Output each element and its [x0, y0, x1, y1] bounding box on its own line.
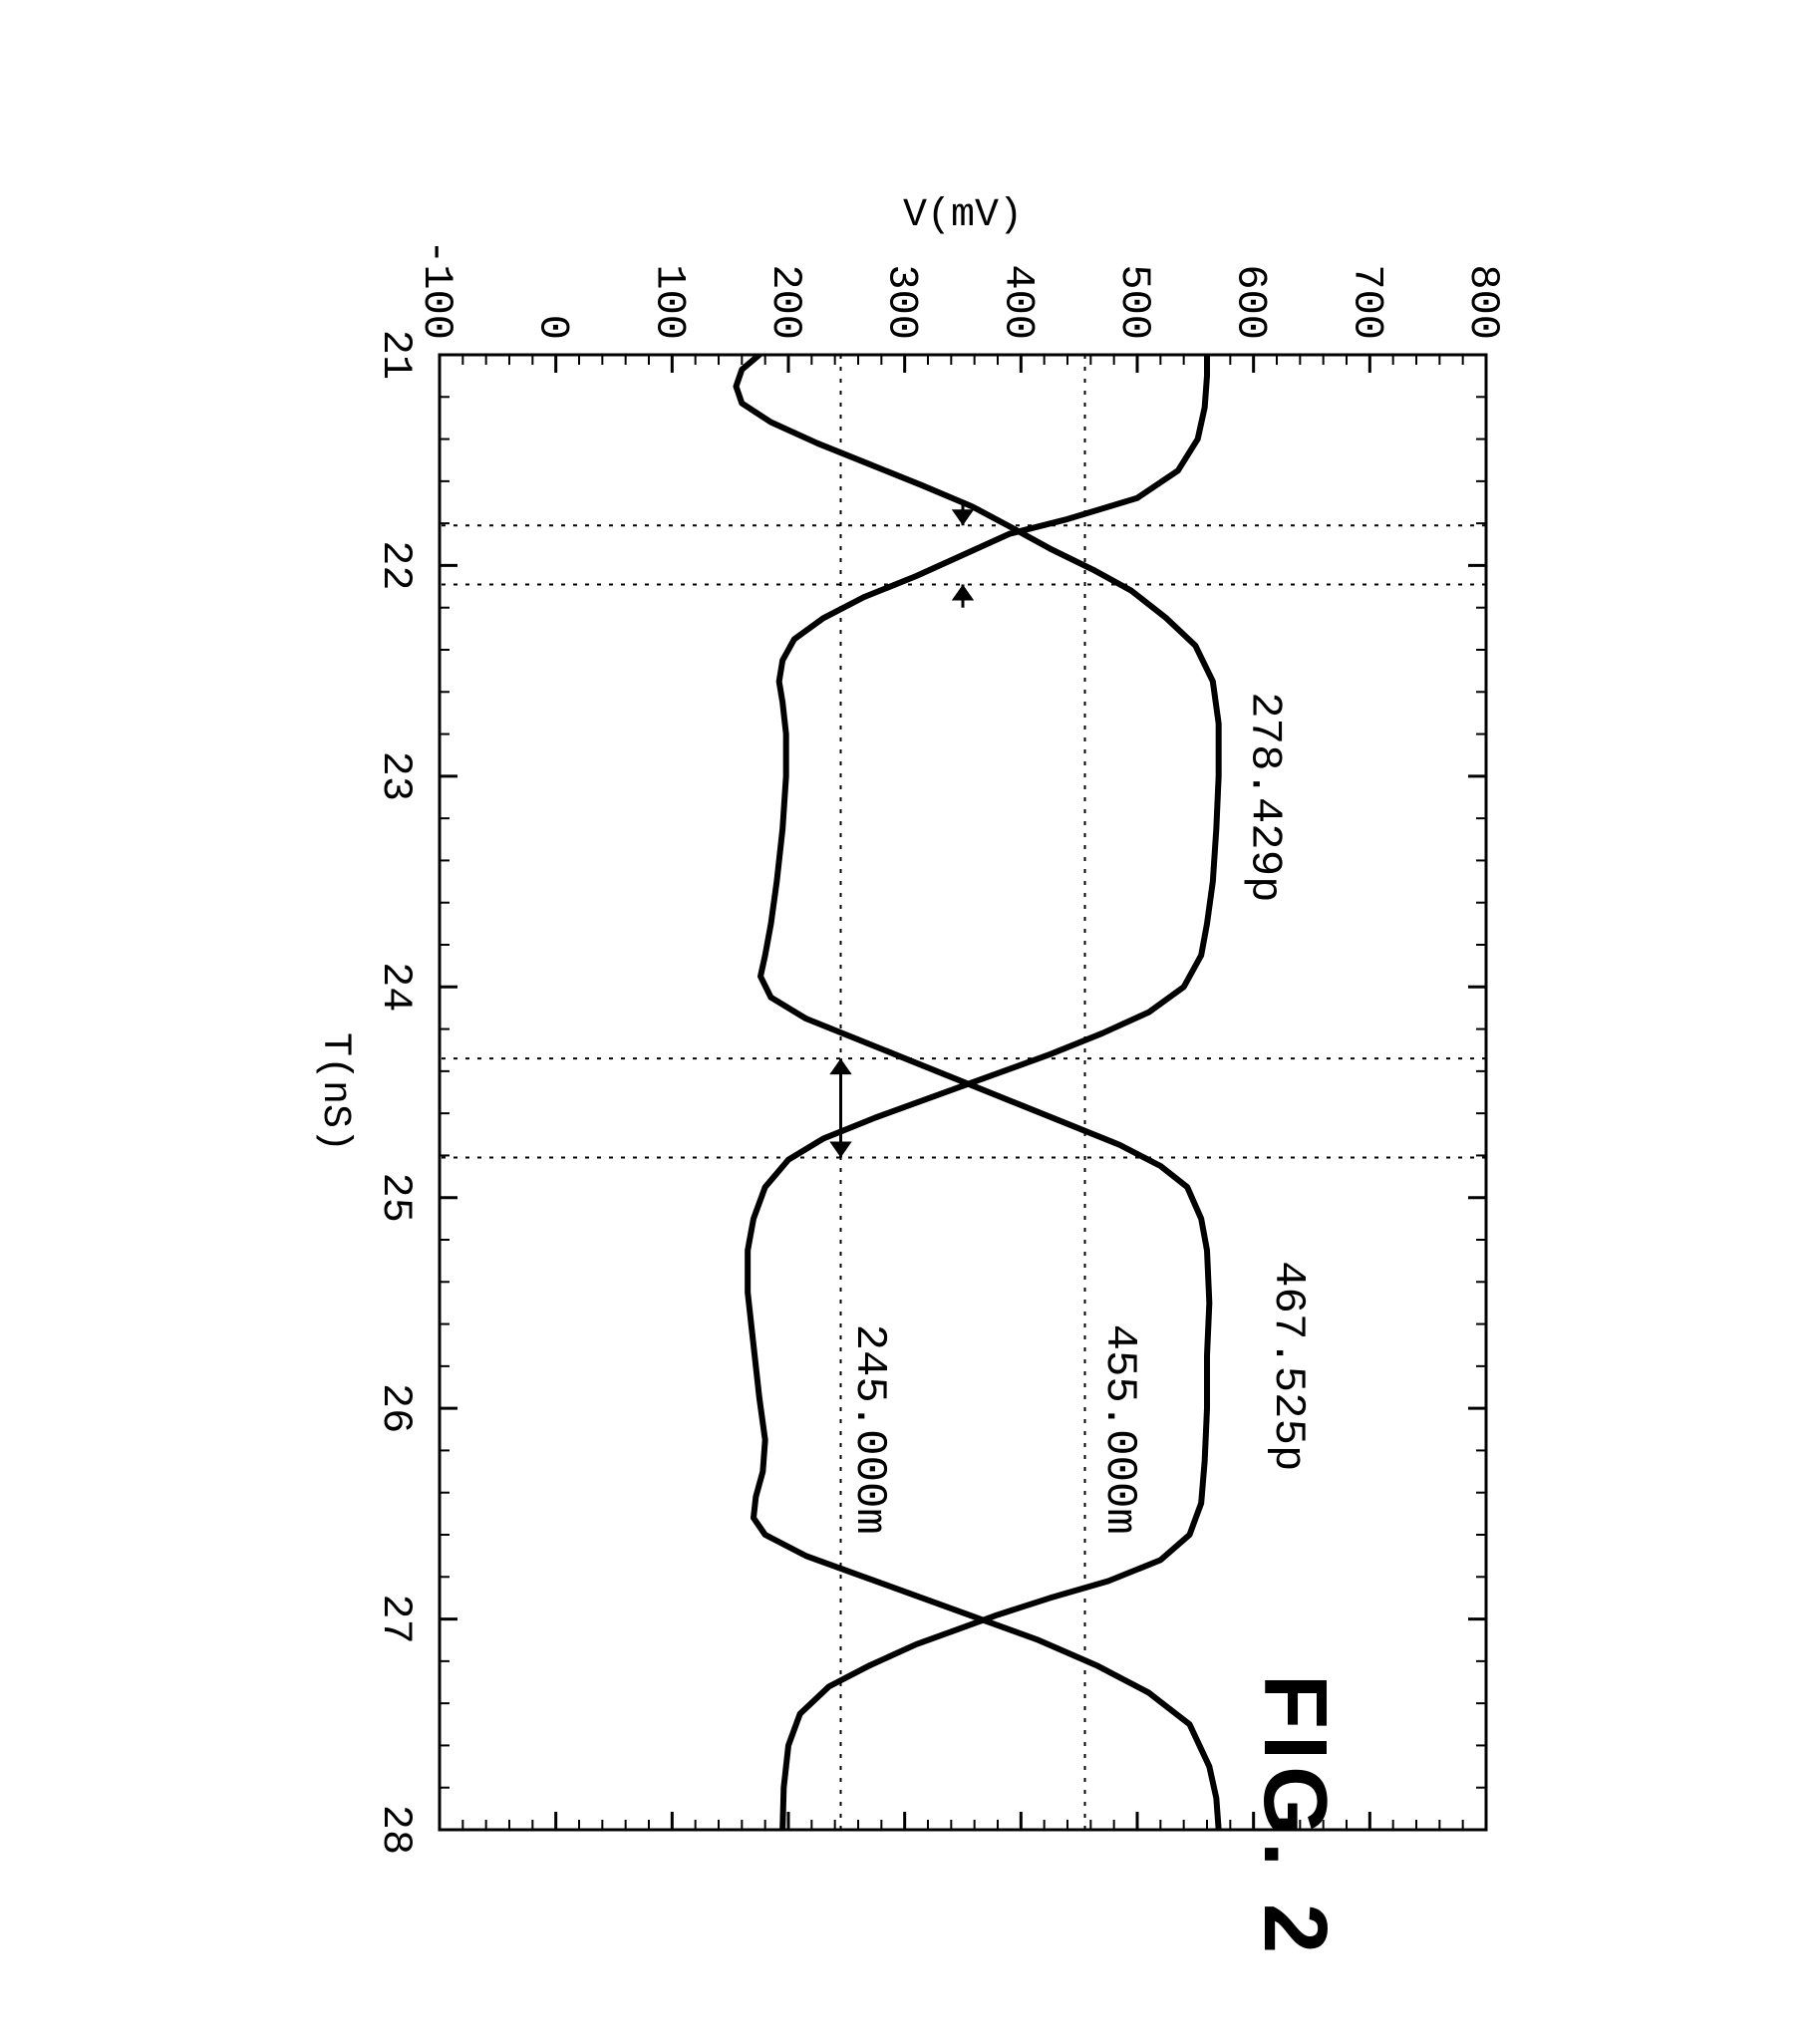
svg-text:23: 23 [372, 750, 420, 800]
svg-text:22: 22 [372, 540, 420, 590]
svg-text:0: 0 [528, 314, 576, 339]
svg-text:200: 200 [761, 264, 809, 340]
svg-text:400: 400 [994, 264, 1042, 340]
chart-container: 2122232425262728-10001002003004005006007… [270, 155, 1546, 1890]
svg-text:28: 28 [372, 1804, 420, 1854]
annotation: 245.000m [844, 1323, 894, 1534]
figure-label: FIG. 2 [1243, 1674, 1346, 1959]
svg-text:500: 500 [1110, 264, 1158, 340]
svg-text:700: 700 [1343, 264, 1390, 340]
eye-diagram-chart: 2122232425262728-10001002003004005006007… [270, 155, 1546, 1890]
svg-text:27: 27 [372, 1594, 420, 1643]
annotation: 455.000m [1093, 1323, 1143, 1534]
svg-text:25: 25 [372, 1172, 420, 1222]
annotation: 467.525p [1263, 1261, 1313, 1471]
y-axis-label: V(mV) [902, 193, 1022, 238]
svg-text:26: 26 [372, 1382, 420, 1432]
x-axis-label: T(nS) [312, 1031, 357, 1151]
annotation: 278.429p [1239, 692, 1289, 902]
svg-text:600: 600 [1226, 264, 1274, 340]
svg-text:24: 24 [372, 962, 420, 1012]
svg-text:100: 100 [645, 264, 693, 340]
svg-text:800: 800 [1459, 264, 1507, 340]
svg-text:-100: -100 [413, 239, 460, 340]
svg-text:300: 300 [877, 264, 925, 340]
